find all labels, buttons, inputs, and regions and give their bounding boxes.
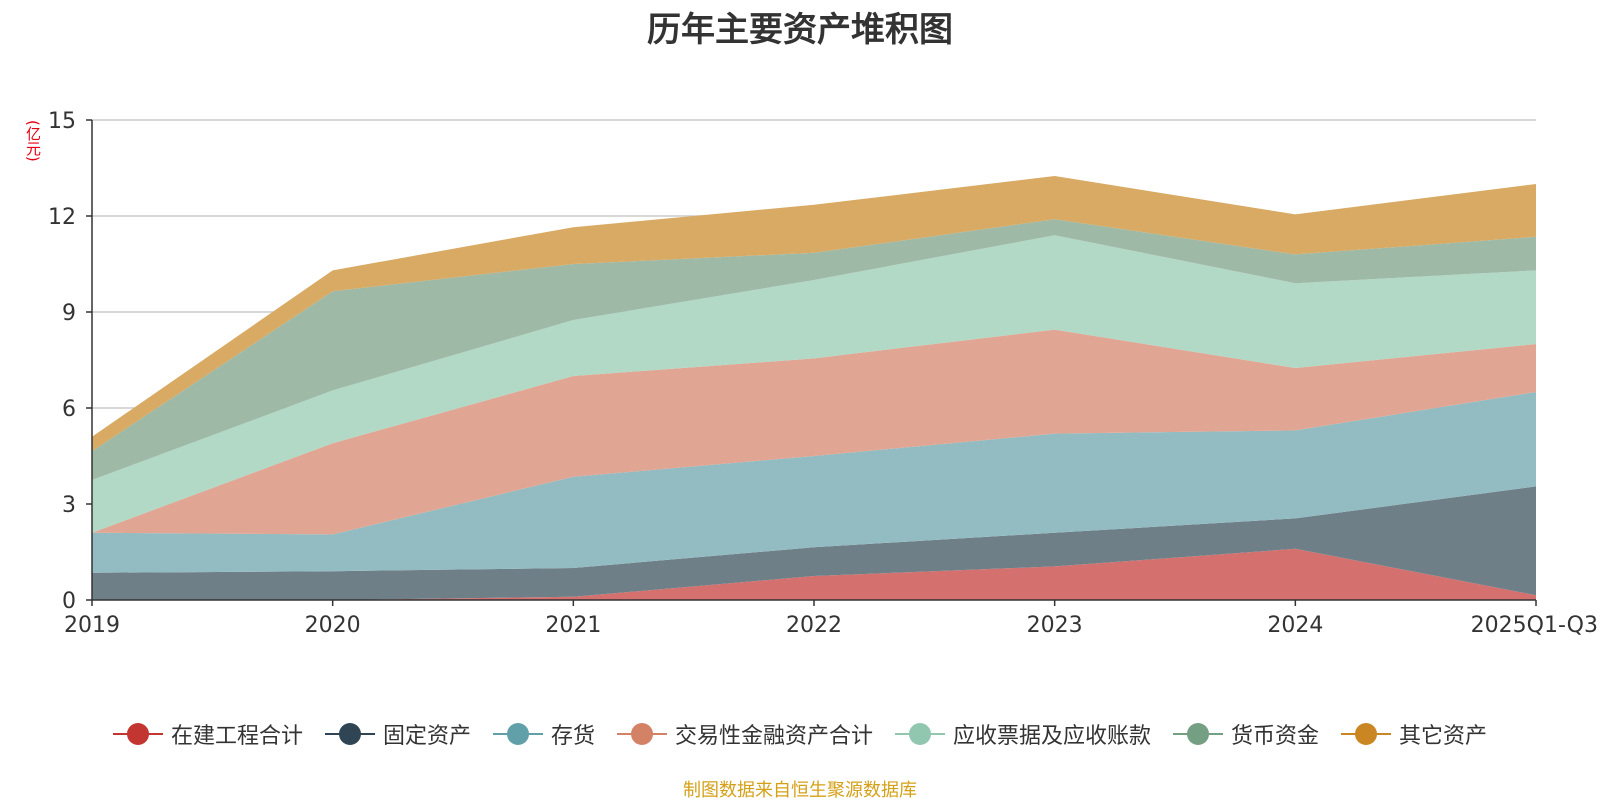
legend-item[interactable]: 货币资金 <box>1173 718 1319 750</box>
legend-item[interactable]: 存货 <box>492 718 595 750</box>
legend-item[interactable]: 应收票据及应收账款 <box>895 718 1151 750</box>
source-note: 制图数据来自恒生聚源数据库 <box>683 780 917 801</box>
legend-label: 应收票据及应收账款 <box>953 724 1152 749</box>
legend-marker-icon <box>324 722 375 746</box>
x-tick-label: 2023 <box>1027 613 1083 638</box>
y-tick-label: 9 <box>62 301 76 326</box>
y-tick-label: 15 <box>48 109 76 134</box>
legend-item[interactable]: 固定资产 <box>324 718 471 750</box>
legend-label: 存货 <box>550 724 595 749</box>
area-series-3 <box>92 392 1536 573</box>
chart-title: 历年主要资产堆积图 <box>647 10 953 50</box>
legend-marker-icon <box>616 722 667 746</box>
legend-label: 交易性金融资产合计 <box>674 724 873 749</box>
x-tick-label: 2019 <box>64 613 120 638</box>
legend-label: 货币资金 <box>1231 724 1320 749</box>
y-axis-label: (亿元) <box>24 120 42 162</box>
area-series-6 <box>92 219 1536 480</box>
area-series-7 <box>92 176 1536 452</box>
legend: 在建工程合计 固定资产 存货 交易性金融资产合计 应收票据及应收账款 货币资金 其它资产 <box>0 718 1600 750</box>
y-tick-label: 12 <box>48 205 76 230</box>
legend-item[interactable]: 在建工程合计 <box>112 718 303 750</box>
area-layers <box>92 176 1536 600</box>
legend-marker-icon <box>492 722 543 746</box>
legend-marker-icon <box>1341 722 1392 746</box>
area-series-4 <box>92 329 1536 535</box>
x-tick-label: 2025Q1-Q3 <box>1471 613 1598 638</box>
legend-marker-icon <box>895 722 945 746</box>
area-series-2 <box>92 486 1536 600</box>
y-tick-label: 0 <box>62 589 76 614</box>
legend-label: 其它资产 <box>1399 724 1488 749</box>
legend-marker-icon <box>112 722 163 746</box>
x-tick-label: 2024 <box>1267 613 1323 638</box>
legend-item[interactable]: 其它资产 <box>1341 718 1487 750</box>
x-tick-label: 2020 <box>305 613 361 638</box>
y-tick-label: 3 <box>62 493 76 518</box>
area-series-1 <box>92 548 1536 600</box>
x-tick-label: 2021 <box>545 613 601 638</box>
legend-label: 固定资产 <box>382 724 471 749</box>
x-tick-label: 2022 <box>786 613 842 638</box>
y-tick-label: 6 <box>62 397 76 422</box>
area-series-5 <box>92 235 1536 533</box>
axes: 0 3 6 9 12 15 2019 2020 2021 2022 2023 2024 2025Q1-Q… <box>48 109 1598 638</box>
legend-marker-icon <box>1173 722 1224 746</box>
legend-label: 在建工程合计 <box>170 724 303 749</box>
legend-item[interactable]: 交易性金融资产合计 <box>616 718 873 750</box>
